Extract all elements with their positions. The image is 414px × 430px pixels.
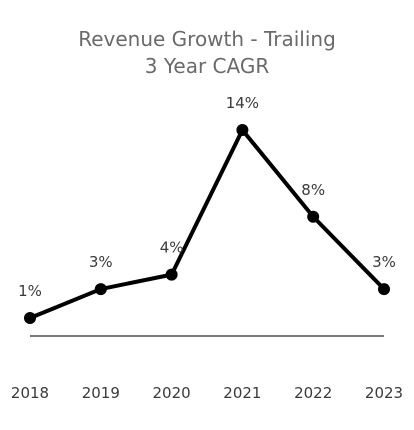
chart-title-block: Revenue Growth - Trailing 3 Year CAGR	[0, 26, 414, 80]
x-tick-label: 2022	[294, 384, 332, 402]
x-tick-label: 2018	[11, 384, 49, 402]
data-point	[307, 210, 320, 223]
data-label: 3%	[372, 253, 396, 271]
data-label: 1%	[18, 282, 42, 300]
chart-title: Revenue Growth - Trailing	[78, 27, 336, 51]
data-point	[24, 312, 36, 324]
data-label: 4%	[160, 239, 184, 257]
data-point	[236, 124, 249, 136]
data-label: 8%	[301, 181, 325, 199]
x-tick-label: 2023	[365, 384, 403, 402]
data-points	[24, 124, 390, 324]
data-label: 14%	[226, 94, 259, 112]
data-label: 3%	[89, 253, 113, 271]
x-tick-label: 2021	[223, 384, 261, 402]
series-line	[29, 128, 386, 320]
chart-subtitle: 3 Year CAGR	[144, 54, 270, 78]
data-point	[94, 283, 107, 296]
data-point	[165, 268, 178, 281]
x-tick-label: 2020	[153, 384, 191, 402]
data-labels: 1% 3% 4% 14% 8% 3%	[18, 94, 396, 300]
x-tick-labels: 2018 2019 2020 2021 2022 2023	[11, 384, 403, 402]
data-point	[378, 283, 390, 296]
x-tick-label: 2019	[82, 384, 120, 402]
